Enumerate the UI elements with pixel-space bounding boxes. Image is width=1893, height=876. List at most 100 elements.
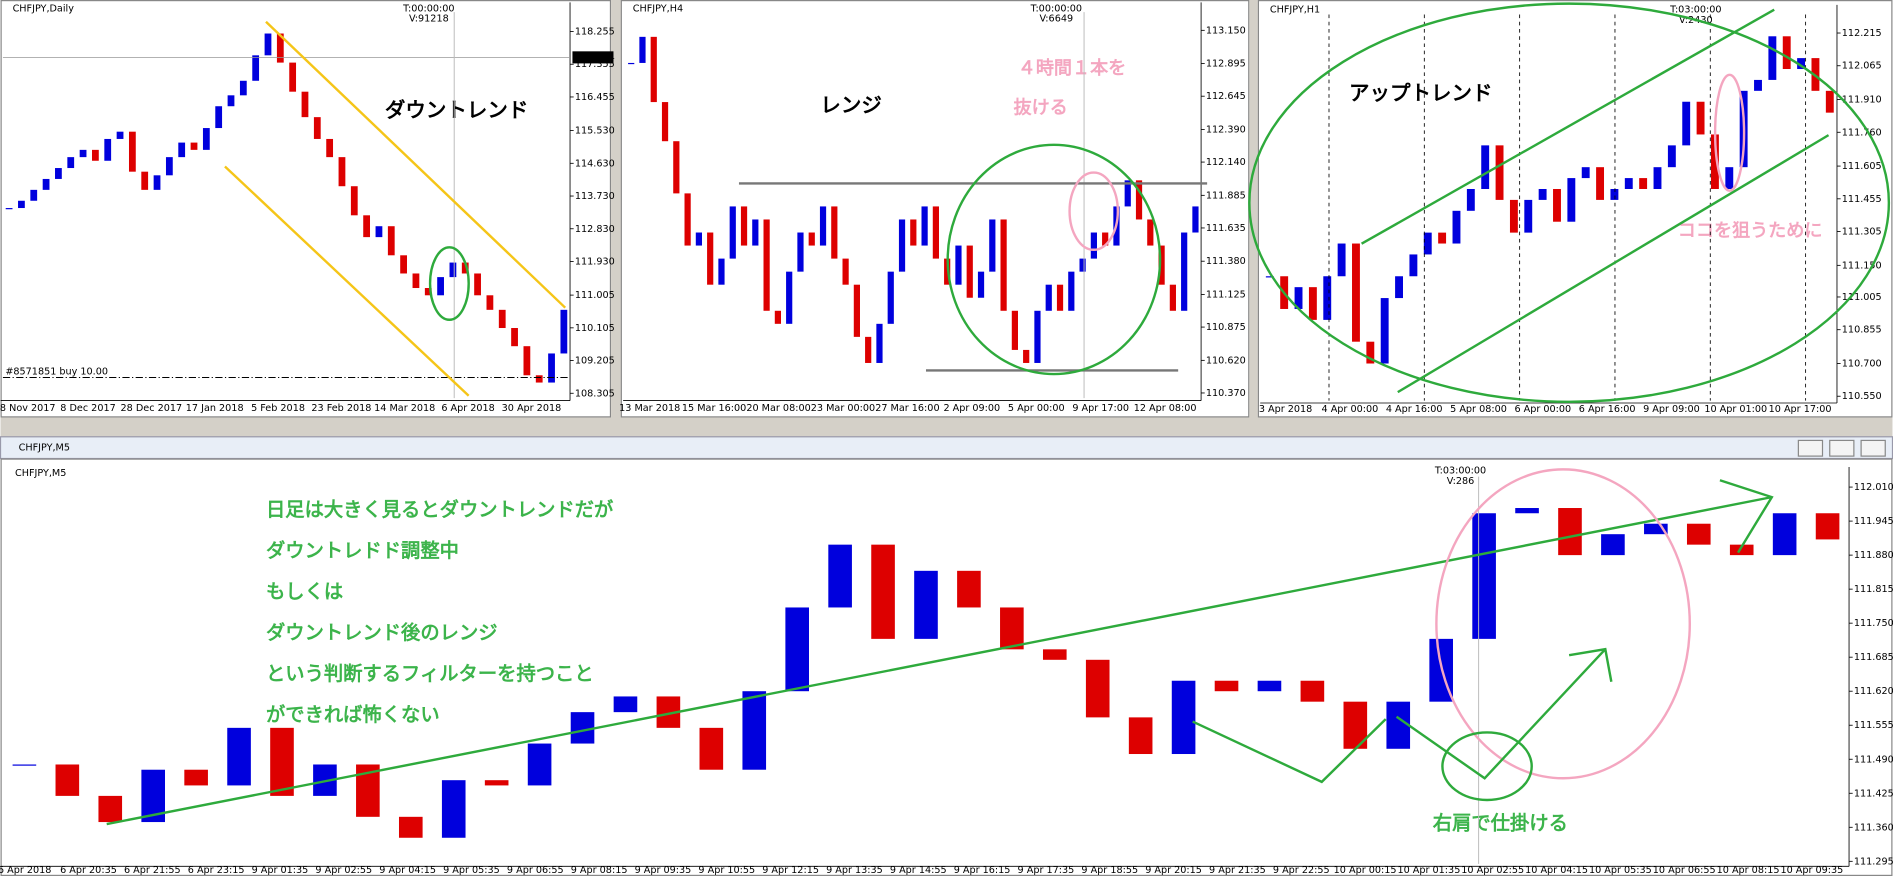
candle	[363, 215, 371, 238]
x-tick-label: 10 Apr 04:15	[1525, 865, 1588, 876]
splitter	[611, 0, 621, 435]
y-tick-label: 111.005	[575, 290, 615, 301]
y-tick-label: 111.815	[1854, 584, 1893, 595]
highlight-ellipse	[1248, 2, 1891, 404]
y-tick-label: 113.730	[575, 191, 615, 202]
candle	[1581, 167, 1590, 179]
x-tick-label: 9 Apr 21:35	[1209, 865, 1266, 876]
candle	[523, 346, 531, 376]
y-tick-label: 112.830	[575, 224, 615, 235]
candle	[98, 795, 123, 823]
candle	[932, 206, 939, 259]
annotation: 抜ける	[1013, 97, 1067, 119]
candle	[511, 328, 518, 347]
x-tick-label: 6 Apr 16:00	[1579, 404, 1636, 415]
y-tick-label: 112.140	[1206, 157, 1246, 168]
close-button[interactable]	[1860, 439, 1886, 457]
candle	[656, 696, 681, 728]
candle	[55, 168, 62, 179]
x-tick-label: 10 Apr 09:35	[1780, 865, 1843, 876]
y-tick-label: 113.150	[1206, 25, 1246, 36]
y-tick-label: 116.455	[575, 92, 615, 103]
candle	[1639, 178, 1648, 189]
y-tick-label: 111.880	[1854, 550, 1893, 561]
splitter	[1249, 0, 1258, 435]
candle	[424, 288, 432, 296]
annotation: ダウントレドド調整中	[266, 539, 459, 562]
chart-info: V:286	[1447, 476, 1474, 487]
x-tick-label: 28 Dec 2017	[121, 403, 183, 414]
candle	[441, 780, 466, 838]
candle	[42, 178, 50, 190]
candle	[1624, 178, 1633, 189]
candle	[1214, 680, 1239, 692]
candle	[1011, 310, 1018, 350]
annotation: ダウントレンド	[385, 98, 529, 122]
candle	[707, 232, 714, 285]
highlight-ellipse	[428, 246, 470, 321]
highlight-ellipse	[946, 143, 1162, 376]
candle	[498, 309, 506, 329]
candle	[876, 323, 883, 363]
candle	[1352, 243, 1360, 342]
annotation: ４時間１本を	[1018, 57, 1126, 79]
candle	[1337, 243, 1346, 277]
y-tick-label: 111.360	[1854, 822, 1893, 833]
x-tick-label: 27 Mar 16:00	[875, 403, 939, 414]
candle	[752, 219, 759, 246]
minimize-button[interactable]	[1797, 439, 1824, 457]
x-tick-label: 6 Apr 20:35	[60, 865, 117, 876]
y-tick-label: 111.930	[575, 256, 615, 267]
trend-line	[106, 495, 1773, 826]
x-tick-label: 10 Apr 17:00	[1769, 404, 1832, 415]
x-tick-label: 10 Apr 02:55	[1461, 865, 1524, 876]
candle	[1128, 717, 1153, 755]
candle	[1423, 232, 1432, 255]
x-tick-label: 9 Apr 01:35	[252, 865, 309, 876]
candle	[1653, 167, 1662, 189]
candle	[202, 128, 210, 150]
candle	[808, 232, 815, 246]
bid-marker	[572, 51, 614, 64]
candle	[128, 131, 136, 172]
chart-info: V:91218	[409, 14, 449, 25]
candle	[1438, 232, 1447, 244]
y-tick-label: 115.530	[575, 126, 615, 137]
y-tick-label: 112.645	[1206, 91, 1246, 102]
candle	[1538, 188, 1547, 200]
candle	[1558, 508, 1582, 556]
candle	[1300, 680, 1325, 702]
candle	[914, 570, 938, 639]
candle	[1596, 167, 1605, 200]
maximize-button[interactable]	[1829, 439, 1855, 457]
candle	[1386, 701, 1411, 749]
candle	[153, 175, 161, 190]
candle	[1308, 287, 1317, 320]
x-tick-label: 6 Apr 2018	[441, 403, 494, 414]
x-tick-label: 9 Apr 09:00	[1643, 404, 1700, 415]
candle	[774, 310, 781, 324]
annotation: 日足は大きく見るとダウントレンドだが	[266, 498, 614, 521]
x-tick-label: 10 Apr 01:00	[1704, 404, 1767, 415]
y-tick-label: 112.065	[1842, 61, 1882, 72]
y-tick-label: 111.620	[1854, 686, 1893, 697]
candle	[276, 33, 284, 63]
candle	[375, 226, 383, 238]
y-tick-label: 110.700	[1842, 359, 1882, 370]
y-tick-label: 110.620	[1206, 355, 1246, 366]
candle	[819, 206, 827, 246]
x-tick-label: 5 Apr 08:00	[1450, 404, 1507, 415]
candle	[461, 262, 469, 274]
candle	[1085, 659, 1110, 718]
candle	[1768, 36, 1777, 80]
candle	[227, 95, 235, 107]
candle	[1171, 680, 1196, 755]
highlight-ellipse	[1441, 731, 1533, 802]
x-tick-label: 6 Apr 21:55	[124, 865, 181, 876]
candle	[1754, 79, 1762, 91]
candle	[1481, 145, 1490, 189]
candle	[1000, 607, 1024, 650]
candle	[763, 219, 770, 311]
trend-line	[1397, 134, 1830, 394]
candle	[853, 284, 860, 337]
